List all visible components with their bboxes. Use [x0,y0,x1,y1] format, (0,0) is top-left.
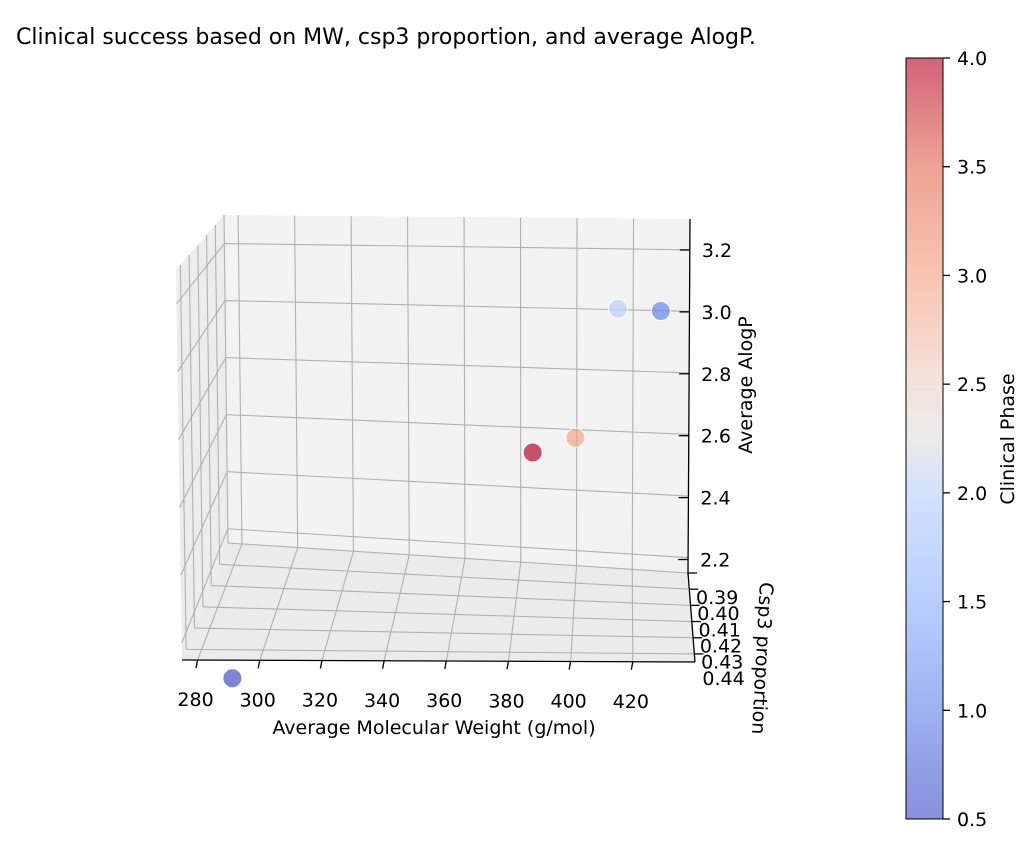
x-tick-label: 340 [364,690,400,712]
back-wall-pane [224,215,690,573]
x-gridline-back [294,215,299,548]
colorbar-tick-label: 2.0 [957,483,987,505]
z-tick-label: 2.4 [700,488,730,510]
x-tick-mark [195,659,199,669]
x-gridline-back [350,216,355,552]
colorbar-tick-label: 1.5 [957,592,987,614]
z-gridline-back [224,242,690,251]
colorbar-tick-label: 3.0 [957,265,987,287]
y-gridline-side [223,214,229,544]
y-gridline-floor [194,627,694,639]
scatter-point [565,427,586,448]
y-gridline-floor [186,648,695,655]
y-gridline-side [179,264,187,650]
x-tick-mark [506,661,510,670]
side-wall-pane [176,215,228,660]
z-axis-line [687,218,691,576]
colorbar-tick-label: 3.5 [957,157,987,179]
z-tick-label: 2.6 [701,426,731,448]
y-tick-label: 0.44 [702,668,744,690]
x-tick-label: 380 [488,690,524,712]
y-tick-label: 0.39 [696,587,738,609]
x-tick-label: 360 [426,690,462,712]
x-gridline-back [575,218,578,566]
z-gridline-back [227,471,689,497]
z-tick-label: 2.2 [700,550,730,572]
y-gridline-floor [211,584,691,606]
x-axis-label: Average Molecular Weight (g/mol) [272,717,595,739]
x-tick-label: 400 [551,691,587,713]
colorbar-label: Clinical Phase [997,373,1019,504]
y-gridline-side [205,234,212,586]
scatter-point [522,442,543,463]
y-axis-line [687,572,696,663]
y-tick-label: 0.40 [697,603,739,625]
colorbar-tick-label: 2.5 [957,374,987,396]
x-axis-ticks: 280 300 320 340 360 380 400 420 [177,659,649,713]
scatter-points [222,298,671,689]
y-axis-ticks: 0.390.400.410.420.430.44 [688,572,745,690]
scatter-point [650,301,671,321]
x-axis-line [181,659,696,663]
z-gridline-side [179,414,227,508]
x-tick-label: 320 [302,690,338,712]
floor-pane [182,543,695,662]
x-gridline-floor [570,565,578,662]
z-tick-label: 3.0 [701,302,731,324]
z-axis-label: Average AlogP [735,316,757,453]
y-gridline-floor [219,563,690,590]
scatter-point [222,668,243,689]
y-gridline-side [214,224,221,565]
x-gridline-floor [197,543,243,661]
x-tick-mark [381,660,385,669]
gridlines [176,214,695,662]
y-axis-label: Csp3 proportion [747,582,777,735]
z-gridline-side [178,357,227,440]
z-gridline-side [181,528,229,644]
x-tick-mark [319,660,323,669]
x-gridline-floor [631,569,634,662]
z-tick-label: 3.2 [702,240,732,262]
y-gridline-floor [202,606,692,623]
y-tick-label: 0.42 [700,636,742,658]
z-gridline-back [226,414,689,436]
y-gridline-floor [227,542,689,574]
x-tick-label: 420 [613,691,649,713]
x-tick-mark [257,660,261,669]
z-gridline-back [227,528,689,559]
z-gridline-side [176,243,225,305]
y-gridline-side [197,244,204,607]
colorbar-tick-label: 0.5 [957,809,987,831]
x-tick-mark [444,660,447,670]
scatter-point [608,298,629,319]
colorbar [905,57,944,820]
x-gridline-floor [383,554,410,661]
colorbar-tick-label: 1.0 [957,700,987,722]
x-gridline-back [463,217,466,559]
x-gridline-floor [321,551,354,661]
z-gridline-back [225,357,690,374]
z-gridline-side [180,471,228,576]
y-gridline-side [188,254,196,629]
x-tick-label: 280 [177,689,213,711]
x-gridline-floor [445,558,466,662]
x-tick-mark [568,661,572,670]
x-gridline-back [407,216,410,555]
colorbar-tick-label: 4.0 [957,48,987,70]
x-tick-mark [630,661,634,670]
z-axis-ticks: 2.2 2.4 2.6 2.8 3.0 3.2 [678,240,732,572]
z-gridline-side [177,300,226,373]
x-gridline-back [237,215,243,544]
x-gridline-floor [259,547,299,661]
x-gridline-back [631,218,635,570]
y-tick-label: 0.41 [699,619,741,641]
chart-title: Clinical success based on MW, csp3 propo… [16,25,756,50]
x-gridline-floor [507,562,522,662]
z-tick-label: 2.8 [701,364,731,386]
colorbar-ticks: 0.5 1.0 1.5 2.0 2.5 3.0 3.5 4.0 [943,48,987,831]
y-tick-label: 0.43 [701,652,743,674]
axis-lines [181,218,696,663]
x-tick-label: 300 [240,689,276,711]
